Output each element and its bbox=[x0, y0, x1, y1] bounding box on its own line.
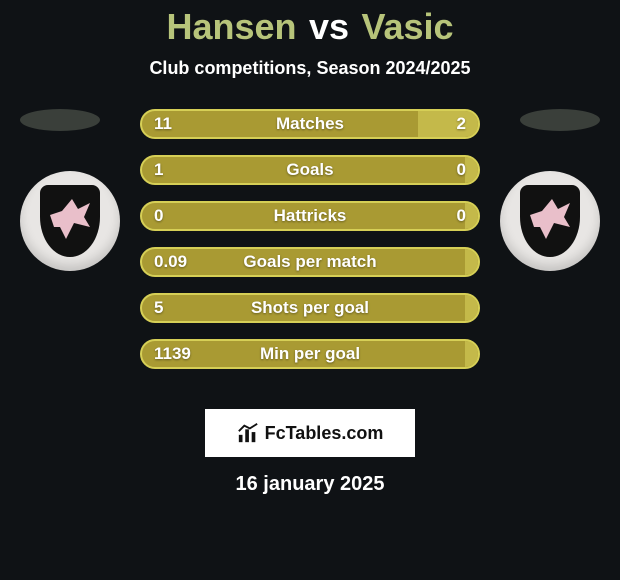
comparison-title: Hansen vs Vasic bbox=[0, 0, 620, 48]
stat-label: Hattricks bbox=[142, 206, 478, 226]
player2-name: Vasic bbox=[361, 6, 453, 47]
eagle-icon bbox=[530, 199, 570, 239]
eagle-icon bbox=[50, 199, 90, 239]
stat-right-value: 2 bbox=[457, 114, 466, 134]
stat-bar-gpm: 0.09 Goals per match bbox=[140, 247, 480, 277]
stat-bar-mpg: 1139 Min per goal bbox=[140, 339, 480, 369]
date-text: 16 january 2025 bbox=[0, 473, 620, 496]
fctables-logo: FcTables.com bbox=[205, 409, 415, 457]
stat-label: Goals bbox=[142, 160, 478, 180]
stat-bars: 11 Matches 2 1 Goals 0 0 Hattricks 0 0.0… bbox=[140, 109, 480, 385]
stat-label: Min per goal bbox=[142, 344, 478, 364]
shield-icon bbox=[40, 185, 100, 257]
logo-text: FcTables.com bbox=[265, 423, 384, 444]
stat-label: Goals per match bbox=[142, 252, 478, 272]
stat-bar-goals: 1 Goals 0 bbox=[140, 155, 480, 185]
player1-name: Hansen bbox=[166, 6, 296, 47]
stat-label: Matches bbox=[142, 114, 478, 134]
stat-bar-hattricks: 0 Hattricks 0 bbox=[140, 201, 480, 231]
player2-shadow bbox=[520, 109, 600, 131]
stat-bar-matches: 11 Matches 2 bbox=[140, 109, 480, 139]
vs-text: vs bbox=[309, 6, 349, 47]
stat-label: Shots per goal bbox=[142, 298, 478, 318]
comparison-stage: 11 Matches 2 1 Goals 0 0 Hattricks 0 0.0… bbox=[0, 109, 620, 389]
stat-right-value: 0 bbox=[457, 206, 466, 226]
stat-right-value: 0 bbox=[457, 160, 466, 180]
stat-bar-spg: 5 Shots per goal bbox=[140, 293, 480, 323]
player2-club-badge bbox=[500, 171, 600, 271]
player1-club-badge bbox=[20, 171, 120, 271]
shield-icon bbox=[520, 185, 580, 257]
subtitle: Club competitions, Season 2024/2025 bbox=[0, 58, 620, 79]
player1-shadow bbox=[20, 109, 100, 131]
chart-icon bbox=[237, 422, 259, 444]
